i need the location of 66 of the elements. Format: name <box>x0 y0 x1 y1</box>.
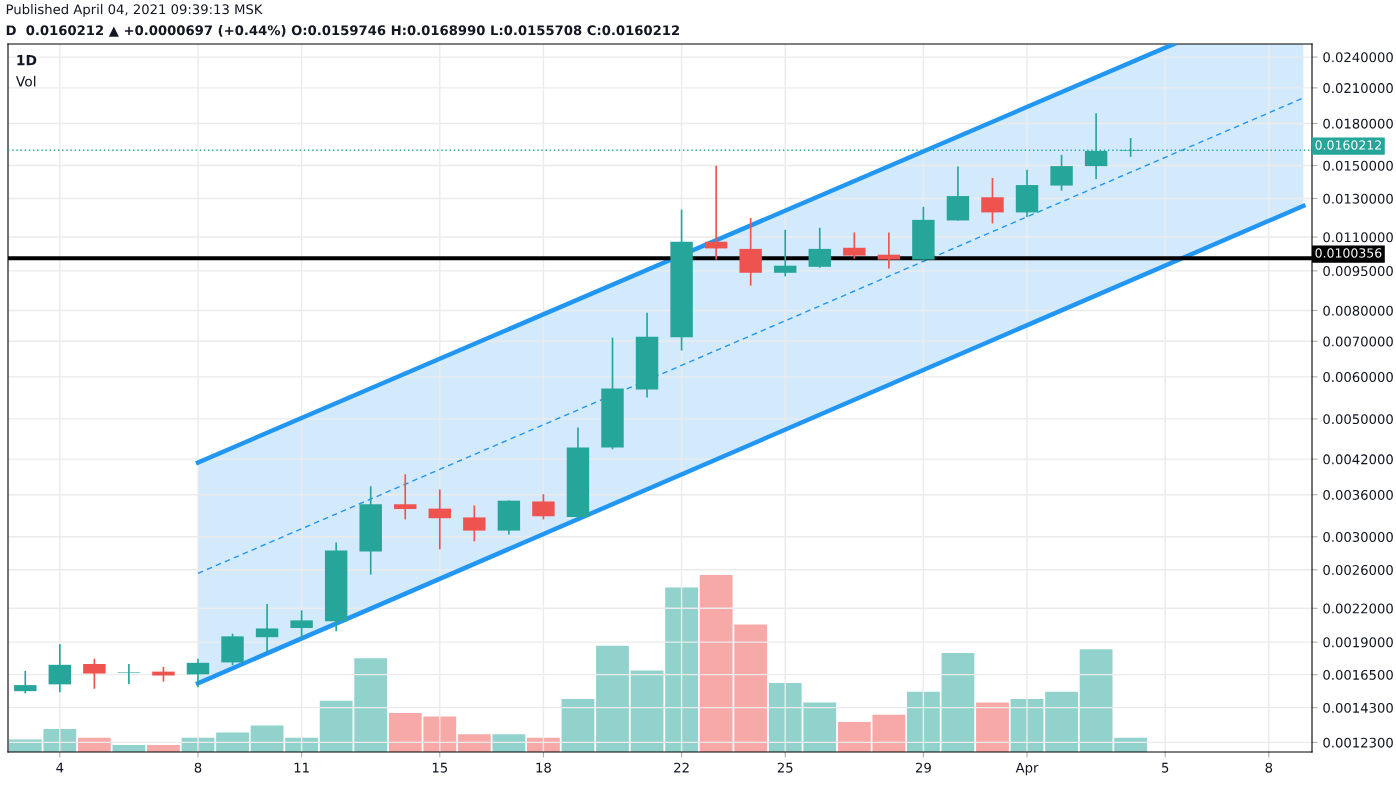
candlestick <box>394 473 417 521</box>
y-tick-label: 0.0210000 <box>1323 83 1393 94</box>
x-tick-label: Apr <box>1015 762 1039 776</box>
candlestick <box>186 657 210 688</box>
candlestick <box>877 231 901 270</box>
y-tick-label: 0.0180000 <box>1323 118 1393 129</box>
y-tick-label: 0.0016500 <box>1323 669 1393 680</box>
ref-line-label: 0.0160212 <box>1315 140 1381 150</box>
chart-title: Vol <box>15 75 36 87</box>
y-tick-label: 0.0070000 <box>1323 336 1393 347</box>
x-tick-label: 15 <box>432 762 448 773</box>
candlestick <box>773 228 797 278</box>
text: D 0.0160212 ▲ +0.0000697 (+0.44%) O:0.0159746 H:0.0168990 L:0.0155708 C:0.0160212 <box>6 25 680 37</box>
candlestick <box>739 217 762 287</box>
candlestick <box>290 609 313 640</box>
bar <box>630 670 664 752</box>
y-tick-label: 0.0095000 <box>1323 266 1393 277</box>
y-tick-label: 0.0130000 <box>1323 193 1393 204</box>
x-tick-label: 25 <box>777 762 793 773</box>
candlestick <box>808 226 831 269</box>
x-tick-label: 4 <box>56 762 64 773</box>
y-tick-label: 0.0050000 <box>1323 414 1393 425</box>
y-tick-label: 0.0019000 <box>1323 637 1393 648</box>
y-tick-label: 0.0030000 <box>1323 531 1393 542</box>
candlestick <box>532 493 555 521</box>
y-tick-label: 0.0014300 <box>1323 702 1393 713</box>
y-tick-label: 0.0036000 <box>1323 489 1393 500</box>
text: Published April 04, 2021 09:39:13 MSK <box>6 4 263 17</box>
candlestick <box>14 670 37 695</box>
candlestick <box>255 603 279 653</box>
x-tick-label: 18 <box>536 762 551 773</box>
text: 1D <box>17 55 37 66</box>
y-tick-label: 0.0022000 <box>1323 603 1393 614</box>
x-tick-label: 8 <box>194 762 202 773</box>
bar <box>941 652 975 752</box>
bar <box>596 645 629 752</box>
y-tick-label: 0.0080000 <box>1323 305 1393 316</box>
y-tick-label: 0.0012300 <box>1323 737 1393 748</box>
y-tick-label: 0.0026000 <box>1323 564 1393 575</box>
y-tick-label: 0.0042000 <box>1323 454 1393 465</box>
bar <box>1045 691 1078 752</box>
candlestick <box>83 657 106 690</box>
candlestick <box>1050 153 1073 192</box>
x-tick-label: 5 <box>1162 762 1169 773</box>
candlestick <box>981 177 1004 225</box>
x-tick-label: 8 <box>1265 762 1273 773</box>
ref-line-label: 0.0100356 <box>1315 248 1382 258</box>
candlestick <box>117 663 141 685</box>
bar <box>457 734 491 752</box>
bar <box>250 725 284 752</box>
candlestick <box>428 488 452 551</box>
x-tick-label: 22 <box>674 762 689 773</box>
y-tick-label: 0.0240000 <box>1323 52 1393 63</box>
bar <box>906 691 940 752</box>
y-tick-label: 0.0110000 <box>1323 232 1393 243</box>
candlestick <box>48 643 72 694</box>
x-tick-label: 29 <box>915 762 931 773</box>
x-tick-label: 11 <box>294 762 309 773</box>
candlestick <box>463 504 486 543</box>
y-tick-label: 0.0150000 <box>1323 160 1393 171</box>
bar <box>561 698 595 752</box>
bar <box>492 734 526 752</box>
bar <box>976 702 1009 752</box>
y-tick-label: 0.0060000 <box>1323 372 1393 383</box>
candlestick <box>843 231 866 260</box>
bar <box>665 587 698 752</box>
